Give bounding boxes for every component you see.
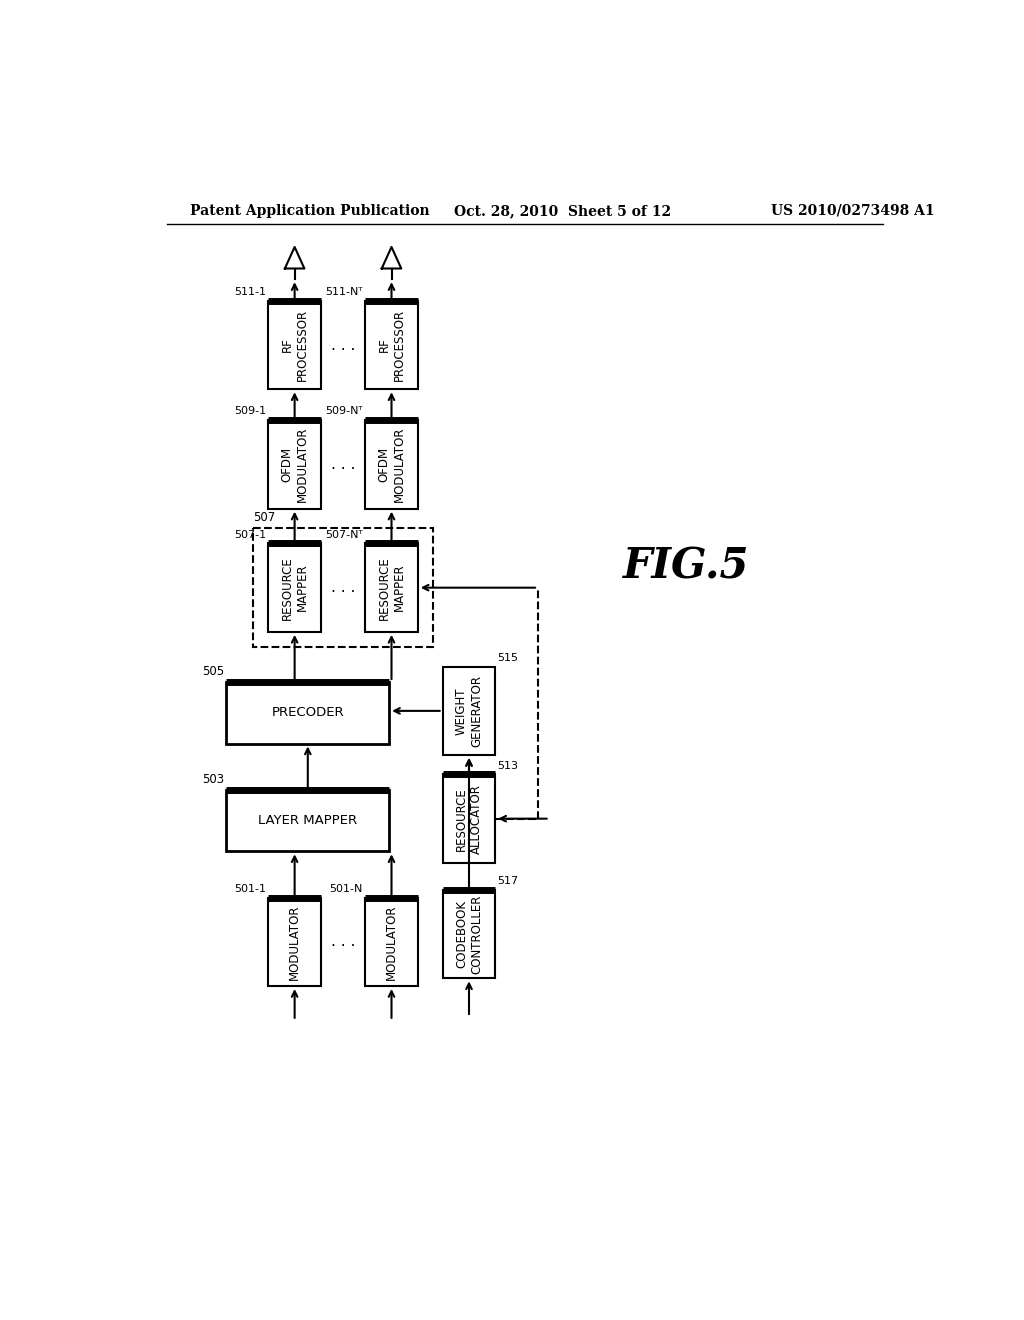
Bar	[366, 544, 418, 632]
Text: 503: 503	[202, 774, 224, 785]
Text: 513: 513	[498, 760, 519, 771]
Bar	[268, 898, 321, 986]
Bar	[442, 775, 496, 863]
Text: CODEBOOK
CONTROLLER: CODEBOOK CONTROLLER	[455, 895, 483, 974]
Bar	[268, 544, 321, 632]
Bar	[268, 301, 321, 389]
Text: FIG.5: FIG.5	[623, 545, 750, 587]
Text: 501-1: 501-1	[233, 884, 266, 894]
Bar	[268, 420, 321, 508]
Bar	[366, 420, 418, 508]
Bar	[366, 898, 418, 986]
Text: 511-Nᵀ: 511-Nᵀ	[326, 286, 362, 297]
Bar	[366, 301, 418, 389]
Bar	[442, 667, 496, 755]
Text: 505: 505	[202, 665, 224, 678]
Text: 507-1: 507-1	[233, 529, 266, 540]
Text: WEIGHT
GENERATOR: WEIGHT GENERATOR	[455, 675, 483, 747]
Text: 501-N: 501-N	[330, 884, 362, 894]
Text: RESOURCE
MAPPER: RESOURCE MAPPER	[281, 556, 308, 619]
Text: RF
PROCESSOR: RF PROCESSOR	[378, 309, 406, 381]
Text: LAYER MAPPER: LAYER MAPPER	[258, 814, 357, 828]
Text: . . .: . . .	[331, 457, 355, 473]
Text: MODULATOR: MODULATOR	[385, 904, 398, 979]
Text: 507: 507	[253, 511, 275, 524]
Bar	[253, 528, 433, 647]
Bar	[442, 890, 496, 978]
Text: RESOURCE
MAPPER: RESOURCE MAPPER	[378, 556, 406, 619]
Text: US 2010/0273498 A1: US 2010/0273498 A1	[771, 203, 935, 218]
Text: . . .: . . .	[331, 935, 355, 949]
Text: . . .: . . .	[331, 338, 355, 352]
Text: PRECODER: PRECODER	[271, 706, 344, 719]
Text: RESOURCE
ALLOCATOR: RESOURCE ALLOCATOR	[455, 784, 483, 854]
Bar	[226, 789, 389, 851]
Text: RF
PROCESSOR: RF PROCESSOR	[281, 309, 308, 381]
Text: 515: 515	[498, 653, 519, 663]
Text: . . .: . . .	[331, 581, 355, 595]
Text: MODULATOR: MODULATOR	[288, 904, 301, 979]
Text: Patent Application Publication: Patent Application Publication	[190, 203, 430, 218]
Bar	[226, 682, 389, 743]
Text: 509-1: 509-1	[233, 407, 266, 416]
Text: 511-1: 511-1	[233, 286, 266, 297]
Text: 517: 517	[498, 876, 519, 886]
Text: Oct. 28, 2010  Sheet 5 of 12: Oct. 28, 2010 Sheet 5 of 12	[454, 203, 671, 218]
Text: 509-Nᵀ: 509-Nᵀ	[325, 407, 362, 416]
Text: 507-Nᵀ: 507-Nᵀ	[325, 529, 362, 540]
Text: OFDM
MODULATOR: OFDM MODULATOR	[378, 426, 406, 502]
Text: OFDM
MODULATOR: OFDM MODULATOR	[281, 426, 308, 502]
